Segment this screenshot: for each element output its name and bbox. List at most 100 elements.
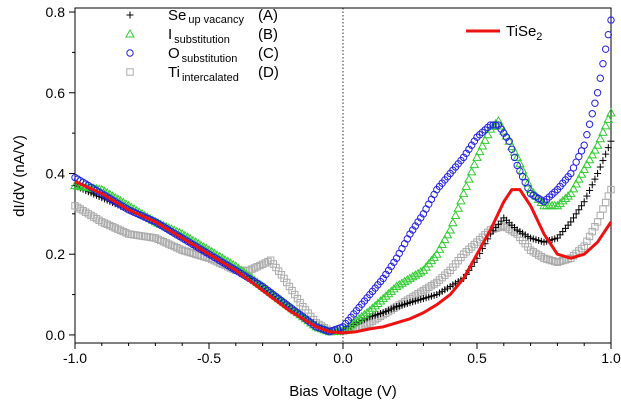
y-axis-ticks: 0.0 0.2 0.4 0.6 0.8 (46, 4, 75, 343)
data-point (103, 220, 111, 229)
data-point (162, 239, 170, 247)
data-point (258, 260, 267, 268)
data-point (467, 243, 476, 251)
data-point (395, 249, 403, 258)
data-point (552, 200, 563, 210)
data-point (253, 263, 261, 271)
data-point (576, 169, 587, 178)
data-point (551, 257, 559, 266)
data-point (588, 181, 596, 189)
data-point (170, 242, 178, 251)
data-point (569, 214, 577, 222)
data-point (165, 240, 173, 248)
data-point (389, 283, 399, 293)
data-point (571, 178, 582, 188)
data-point (575, 247, 583, 255)
data-point (578, 202, 586, 210)
data-point (601, 45, 610, 53)
data-point (474, 146, 485, 156)
data-point (293, 294, 302, 303)
legend-label: Se up vacancy (168, 7, 245, 26)
data-point (175, 245, 184, 253)
legend-tag: (B) (258, 26, 278, 43)
data-point (348, 317, 359, 327)
data-point (364, 305, 375, 315)
y-tick-label: 0.8 (46, 4, 66, 20)
legend-tag: (D) (258, 64, 279, 81)
data-point (512, 152, 523, 161)
data-point (372, 298, 383, 307)
data-point (191, 250, 200, 258)
data-point (442, 229, 453, 239)
data-point (588, 110, 596, 118)
data-point (356, 311, 367, 321)
data-point (603, 114, 614, 123)
data-point (593, 89, 602, 97)
data-point (119, 227, 127, 236)
data-point (477, 141, 488, 150)
data-point (367, 303, 378, 312)
data-point (577, 244, 586, 253)
data-point (557, 195, 568, 205)
data-point (351, 315, 362, 325)
data-point (114, 225, 122, 233)
legend-tag: (C) (258, 45, 279, 62)
data-point (186, 248, 194, 257)
data-point (359, 309, 370, 319)
x-tick-label: 1.0 (601, 350, 621, 366)
data-point (473, 238, 481, 246)
data-point (480, 135, 490, 144)
data-point (157, 236, 165, 245)
data-point (604, 30, 613, 39)
data-point (472, 152, 482, 161)
data-point (602, 150, 610, 158)
data-point (264, 257, 272, 266)
data-point (459, 250, 468, 258)
data-point (167, 241, 176, 250)
data-point (599, 205, 607, 213)
data-point (594, 169, 602, 177)
data-point (433, 278, 441, 287)
data-point (398, 244, 406, 253)
legend: Se up vacancy (A) I substitution (B) O substitu… (125, 7, 542, 84)
data-point (378, 293, 389, 303)
data-point (596, 74, 604, 82)
y-tick-label: 0.6 (46, 85, 66, 101)
x-tick-label: -0.5 (197, 350, 221, 366)
data-point (462, 248, 470, 256)
data-point (283, 278, 291, 287)
data-point (248, 265, 256, 273)
data-point (593, 218, 602, 226)
legend-label: TiSe2 (506, 23, 542, 43)
data-point (592, 140, 603, 149)
data-point (151, 234, 160, 242)
data-point (178, 246, 186, 254)
data-point (505, 137, 513, 145)
y-tick-label: 0.0 (46, 327, 66, 343)
data-point (563, 191, 573, 200)
data-point (572, 210, 580, 218)
data-point (116, 226, 125, 235)
data-point (415, 266, 426, 276)
data-point (422, 205, 430, 213)
data-point (288, 286, 296, 295)
data-point (585, 120, 594, 128)
data-point (601, 198, 610, 207)
data-point (285, 282, 294, 291)
data-point (122, 229, 130, 237)
data-point (588, 227, 596, 236)
data-point (453, 203, 464, 212)
data-point (509, 146, 520, 156)
data-point (537, 252, 546, 261)
data-point (464, 174, 474, 183)
data-point (400, 240, 409, 248)
data-point (469, 159, 480, 169)
data-point (434, 244, 445, 253)
data-point (448, 217, 458, 227)
legend-marker (126, 11, 134, 19)
data-point (456, 195, 466, 205)
data-point (261, 259, 269, 267)
